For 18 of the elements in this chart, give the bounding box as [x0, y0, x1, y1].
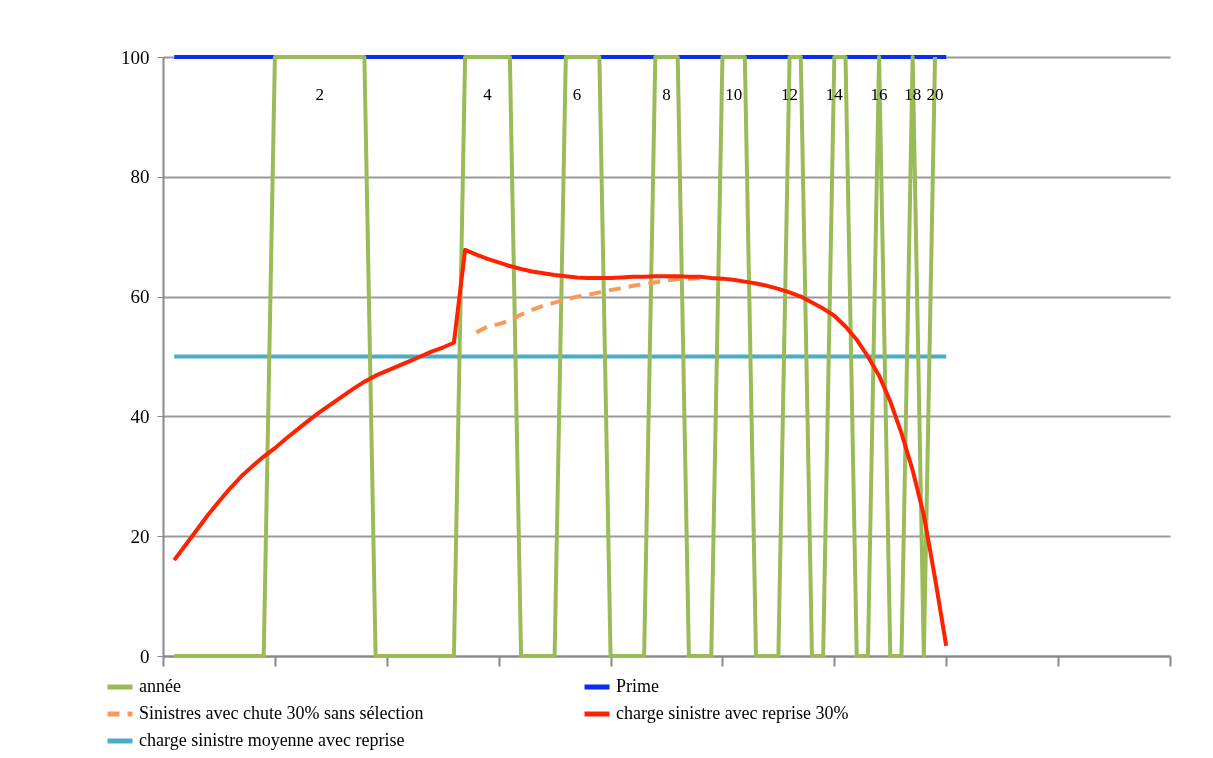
line-series: [172, 247, 949, 648]
legend-label: Sinistres avec chute 30% sans sélection: [139, 703, 424, 723]
legend-label: Prime: [616, 676, 660, 696]
y-tick-label: 60: [130, 286, 150, 308]
annotation: 10: [725, 85, 743, 104]
y-tick-label: 100: [121, 46, 150, 68]
line-series: [474, 276, 703, 335]
legend-label: charge sinistre moyenne avec reprise: [139, 730, 405, 750]
y-tick-label: 40: [130, 405, 150, 427]
legend-label: année: [139, 676, 181, 696]
annotation: 8: [662, 85, 671, 104]
y-tick-label: 20: [130, 525, 150, 547]
legend-label: charge sinistre avec reprise 30%: [616, 703, 849, 723]
y-tick-label: 0: [140, 645, 150, 667]
annotation: 4: [483, 85, 493, 104]
annotation: 6: [572, 85, 582, 104]
annotation: 2: [315, 85, 324, 104]
y-tick-label: 80: [130, 166, 150, 188]
